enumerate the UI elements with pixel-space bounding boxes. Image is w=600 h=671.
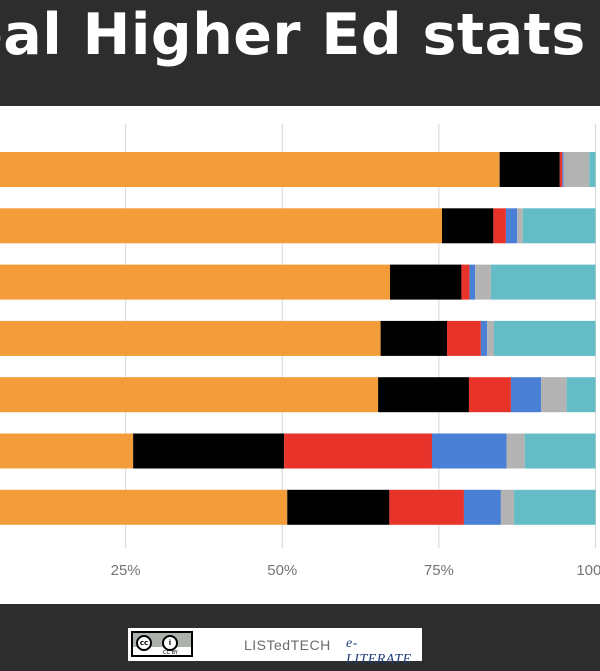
bar-segment xyxy=(524,433,596,469)
listedtech-logo-text: LISTedTECH xyxy=(244,637,331,653)
bar-segment xyxy=(506,433,525,469)
cc-by-license-badge[interactable]: cc i CC BY xyxy=(131,631,193,657)
bar-segment xyxy=(475,264,491,300)
bar-segment xyxy=(389,489,464,525)
bar-segment xyxy=(469,264,476,300)
bar-segment xyxy=(0,264,391,300)
x-tick-label: 75% xyxy=(424,562,454,579)
bar-segment xyxy=(514,489,596,525)
bar-segment xyxy=(0,152,500,187)
stacked-bar-chart: 25% 50% 75% 100% xyxy=(0,124,600,579)
cc-by-label: CC BY xyxy=(163,650,178,656)
bar-segment xyxy=(510,377,541,413)
bar-segment xyxy=(499,152,560,187)
bar-segment xyxy=(540,377,567,413)
bar-segment xyxy=(468,377,511,413)
logo-strip: cc i CC BY LISTedTECH e-LITERATE xyxy=(128,628,422,667)
bar-segment xyxy=(490,264,596,300)
x-tick-label: 100% xyxy=(576,562,600,579)
bar-segment xyxy=(566,377,596,413)
e-literate-logo-text: e-LITERATE xyxy=(346,636,412,667)
bar-segment xyxy=(0,433,134,469)
bar-segment xyxy=(493,208,506,244)
bar-segment xyxy=(562,152,564,187)
bar-segment xyxy=(487,320,495,356)
bar-segment xyxy=(505,208,518,244)
title-banner: bal Higher Ed stats 20 xyxy=(0,0,600,106)
chart-title: bal Higher Ed stats 20 xyxy=(0,2,600,68)
chart-area: 25% 50% 75% 100% xyxy=(0,106,600,604)
bar-segment xyxy=(463,489,501,525)
bar-segment xyxy=(559,152,563,187)
bar-segment xyxy=(0,489,288,525)
bar-segment xyxy=(287,489,390,525)
bar-segment xyxy=(0,377,379,413)
footer-bar: cc i CC BY LISTedTECH e-LITERATE xyxy=(0,604,600,671)
bar-segment xyxy=(480,320,488,356)
bar-segment xyxy=(461,264,470,300)
bar-segment xyxy=(522,208,596,244)
bar-segment xyxy=(378,377,469,413)
bar-segment xyxy=(500,489,515,525)
x-tick-label: 50% xyxy=(267,562,297,579)
e-literate-logo[interactable]: e-LITERATE xyxy=(346,636,422,668)
bar-segment xyxy=(0,208,443,244)
listedtech-logo[interactable]: LISTedTECH xyxy=(244,637,331,653)
by-person-icon: i xyxy=(162,635,178,651)
bar-segment xyxy=(133,433,285,469)
bar-segment xyxy=(380,320,448,356)
bar-segment xyxy=(0,320,381,356)
bar-segment xyxy=(447,320,481,356)
bar-segment xyxy=(494,320,596,356)
bar-segment xyxy=(284,433,432,469)
x-tick-label: 25% xyxy=(111,562,141,579)
bar-segment xyxy=(517,208,523,244)
x-axis-ticks: 25% 50% 75% 100% xyxy=(111,562,600,579)
bar-segment xyxy=(442,208,494,244)
bar-segment xyxy=(589,152,596,187)
bar-segment xyxy=(431,433,507,469)
bar-segment xyxy=(390,264,462,300)
bars xyxy=(0,152,596,525)
cc-icon: cc xyxy=(136,635,152,651)
bar-segment xyxy=(563,152,590,187)
